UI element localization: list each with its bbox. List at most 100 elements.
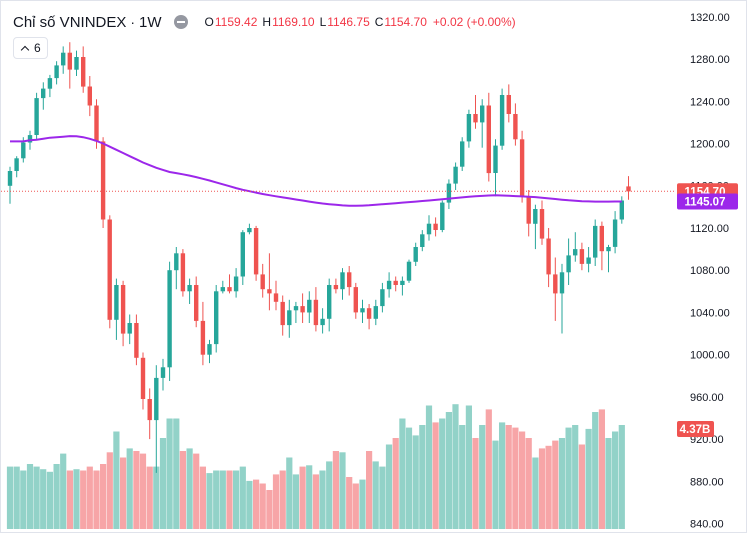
volume-bar <box>206 473 213 529</box>
volume-bar <box>558 438 566 529</box>
candle-body <box>134 323 139 358</box>
volume-bar <box>405 427 413 529</box>
volume-bar <box>179 451 186 529</box>
volume-bar <box>193 453 200 529</box>
volume-bar <box>332 451 339 529</box>
y-axis-tick-label: 1040.00 <box>690 307 730 319</box>
candle-body <box>100 141 106 220</box>
candle-body <box>426 223 432 235</box>
volume-bar <box>159 438 167 529</box>
candle-body <box>300 306 305 313</box>
candle-body <box>626 186 631 192</box>
volume-bar <box>605 438 612 529</box>
y-axis-tick-label: 920.00 <box>690 434 724 446</box>
candle-body <box>539 209 545 239</box>
timeframe-label[interactable]: 1W <box>139 13 162 31</box>
candle-body <box>287 310 292 326</box>
indicators-toggle-button[interactable]: 6 <box>13 37 48 59</box>
y-axis-tick-label: 840.00 <box>690 519 724 531</box>
volume-bar <box>126 448 133 529</box>
candle-body <box>247 228 252 233</box>
candle-body <box>373 306 378 319</box>
volume-bar <box>612 431 619 529</box>
volume-bar <box>46 471 53 529</box>
volume-bar <box>266 490 273 529</box>
volume-bar <box>379 466 386 529</box>
candle-body <box>579 249 585 264</box>
volume-bar <box>465 405 472 529</box>
volume-bar <box>499 422 506 529</box>
volume-bar <box>259 483 266 529</box>
candle-body <box>120 285 126 334</box>
volume-bar <box>146 466 153 529</box>
volume-bar <box>233 470 240 529</box>
volume-bar <box>439 418 446 529</box>
symbol-title[interactable]: Chỉ số VNINDEX <box>13 13 127 31</box>
volume-bar <box>505 425 512 529</box>
candle-body <box>61 52 66 66</box>
legend-separator: · <box>130 14 136 30</box>
candle-body <box>54 65 59 79</box>
candle-body <box>506 95 511 114</box>
y-axis-tick-label: 1000.00 <box>690 350 730 362</box>
y-axis-tick-label: 1120.00 <box>690 223 729 235</box>
volume-bar <box>366 451 373 529</box>
volume-label: 4.37B <box>680 424 711 436</box>
volume-bar <box>445 412 452 529</box>
candle-body <box>87 86 92 106</box>
candle-body <box>366 308 372 319</box>
volume-bar <box>120 457 127 529</box>
high-key: H <box>262 15 272 29</box>
volume-bar <box>519 431 526 529</box>
candle-body <box>127 323 132 334</box>
volume-bar <box>106 452 113 529</box>
volume-bar <box>86 466 93 529</box>
candle-body <box>513 114 518 140</box>
candle-body <box>293 306 299 311</box>
candle-body <box>94 105 99 142</box>
y-axis-tick-label: 1320.00 <box>690 12 730 24</box>
volume-bar <box>419 425 426 529</box>
volume-bar <box>306 465 313 529</box>
candle-body <box>566 255 571 273</box>
volume-bar <box>292 474 299 529</box>
volume-bar <box>113 431 120 529</box>
volume-bar <box>139 453 147 529</box>
candle-body <box>214 291 219 345</box>
volume-bar <box>299 466 306 529</box>
volume-bar <box>459 425 466 529</box>
volume-bar <box>399 418 406 529</box>
candle-body <box>67 52 72 70</box>
volume-bar <box>26 464 34 529</box>
volume-bar <box>359 479 366 529</box>
candle-body <box>400 280 405 285</box>
candle-body <box>160 367 166 378</box>
candle-body <box>393 280 398 285</box>
volume-bar <box>166 418 173 529</box>
volume-bar <box>133 451 140 529</box>
candle-body <box>473 114 478 123</box>
volume-bar <box>326 461 333 529</box>
candle-body <box>81 57 86 87</box>
candle-body <box>47 78 53 89</box>
volume-bar <box>219 470 226 529</box>
candle-body <box>433 223 438 230</box>
chevron-up-icon <box>20 45 30 54</box>
candle-body <box>453 166 458 184</box>
volume-bar <box>239 466 246 529</box>
candle-body <box>147 399 152 421</box>
volume-bar <box>253 479 260 529</box>
candle-body <box>480 105 485 123</box>
candle-body <box>273 293 279 302</box>
candle-body <box>599 225 604 252</box>
candle-body <box>41 88 46 99</box>
candle-body <box>320 318 325 326</box>
candle-body <box>200 320 206 355</box>
volume-bar <box>226 470 233 529</box>
volume-bar <box>80 470 87 529</box>
volume-bar <box>572 425 579 529</box>
candle-body <box>253 228 259 275</box>
collapse-legend-icon[interactable] <box>173 15 188 29</box>
candle-body <box>313 299 319 326</box>
